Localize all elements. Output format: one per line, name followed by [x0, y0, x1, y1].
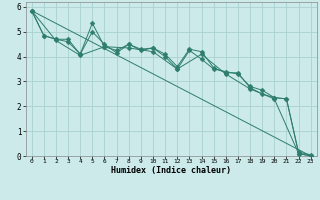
X-axis label: Humidex (Indice chaleur): Humidex (Indice chaleur)	[111, 166, 231, 175]
